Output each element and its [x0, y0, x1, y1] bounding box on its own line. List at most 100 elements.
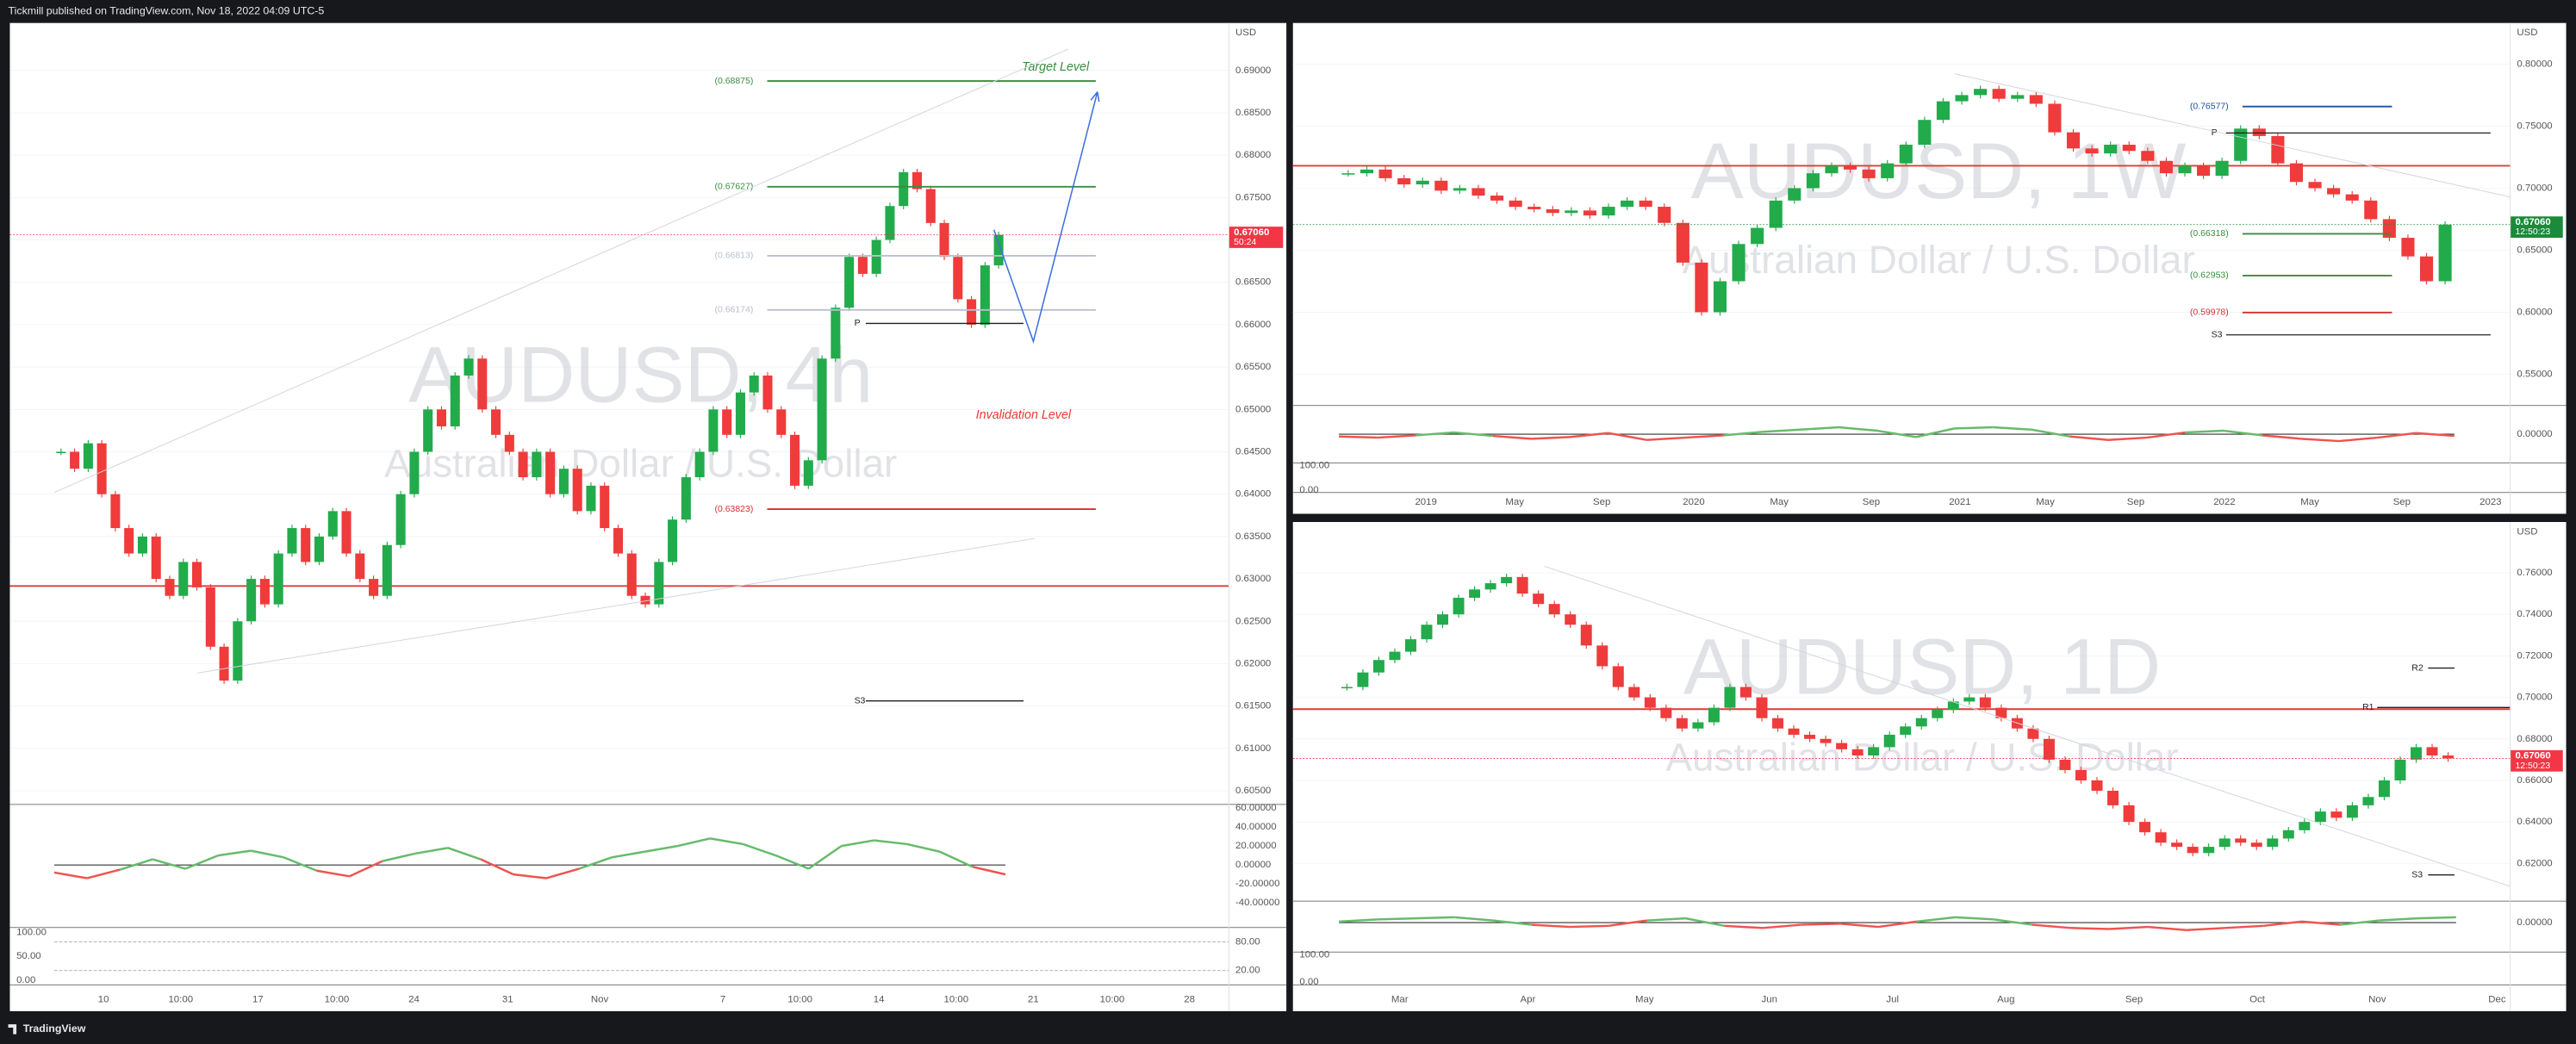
osc-segment [1339, 918, 1378, 923]
candle [1341, 687, 1353, 689]
candle [1936, 101, 1951, 121]
stoch-tick-label: 50.00 [16, 951, 41, 961]
candle [273, 553, 283, 605]
candle [980, 265, 990, 325]
candle [2091, 780, 2103, 792]
osc-tick-label: 20.00000 [1235, 841, 1277, 851]
candle [2122, 145, 2136, 152]
candle [233, 621, 243, 681]
stoch-band-label: 80.00 [1235, 936, 1260, 947]
time-label: 28 [1184, 995, 1195, 1005]
trend-channel [1955, 73, 2511, 198]
osc-segment [2107, 436, 2147, 441]
candle [953, 257, 963, 300]
osc-segment [1915, 427, 1955, 438]
pivot-label: P [855, 319, 861, 328]
candle [259, 579, 270, 605]
candle [1660, 707, 1672, 718]
candle [1963, 697, 1976, 702]
price-tick-label: 0.72000 [2517, 650, 2552, 661]
time-label: Sep [2393, 497, 2411, 507]
candle [1955, 95, 1969, 102]
brand-logo [8, 1024, 17, 1035]
candle [640, 595, 650, 605]
osc-segment [1762, 923, 1801, 929]
candle [654, 562, 664, 605]
price-tick-label: 0.62000 [1235, 658, 1271, 668]
candle [749, 375, 759, 393]
candle [1751, 227, 1764, 245]
osc-segment [578, 856, 613, 870]
symbol-description: Australian Dollar / U.S. Dollar [1683, 238, 2195, 282]
candle [1974, 89, 1988, 96]
candle [1724, 687, 1736, 708]
candle [844, 257, 855, 308]
level-label: (0.63823) [714, 505, 753, 514]
candle [464, 358, 474, 376]
countdown: 12:50:23 [2515, 761, 2550, 771]
candle [586, 485, 596, 512]
time-label: Dec [2488, 995, 2506, 1005]
osc-segment [939, 850, 974, 868]
currency-label: USD [1235, 28, 1256, 38]
candle [2029, 95, 2043, 104]
candle [96, 443, 107, 494]
candle [2027, 728, 2039, 739]
time-label: 2023 [2480, 497, 2501, 507]
candle [1621, 200, 1634, 208]
time-label: May [1770, 497, 1789, 507]
candle [1341, 173, 1355, 175]
osc-segment [2340, 919, 2380, 926]
price-tick-label: 0.60000 [2517, 308, 2552, 318]
candle [1612, 666, 1624, 687]
osc-segment [1339, 435, 1378, 439]
price-tick-label: 0.64500 [1235, 447, 1271, 457]
time-label: Sep [2127, 497, 2144, 507]
candle [1639, 200, 1652, 208]
candle [1453, 188, 1466, 191]
candle [2011, 95, 2025, 99]
level-label: (0.62953) [2190, 271, 2229, 281]
candle [1469, 589, 1481, 598]
time-label: 2021 [1949, 497, 1970, 507]
candle [1378, 169, 1392, 178]
time-label: 2019 [1415, 497, 1436, 507]
time-label: 24 [408, 995, 420, 1005]
pivot-label: P [2212, 128, 2218, 138]
candle [817, 358, 827, 461]
candle [477, 358, 488, 410]
price-tick-label: 0.62000 [2517, 858, 2552, 868]
time-label: Apr [1521, 995, 1536, 1005]
candle [2345, 194, 2359, 201]
price-tick-label: 0.60500 [1235, 786, 1271, 796]
chart-panel [1292, 522, 2567, 1011]
osc-segment [906, 842, 941, 853]
osc-segment [710, 837, 744, 846]
osc-segment [644, 844, 678, 853]
time-label: 17 [252, 995, 264, 1005]
stoch-tick-label: 100.00 [1299, 949, 1329, 960]
osc-segment [86, 868, 121, 879]
osc-tick-label: 60.00000 [1235, 803, 1277, 813]
candle [1434, 180, 1448, 191]
candle [83, 443, 93, 469]
time-label: Jul [1886, 995, 1899, 1005]
candle [1851, 749, 1864, 756]
time-label: May [1635, 995, 1654, 1005]
candle [2426, 747, 2438, 756]
projection-arrow [992, 91, 1098, 344]
level-label: (0.67627) [714, 183, 753, 192]
candle [885, 206, 895, 240]
candle [2308, 182, 2322, 189]
candle [1421, 625, 1433, 640]
candle [2075, 769, 2087, 780]
osc-segment [743, 842, 776, 857]
candle [2171, 842, 2183, 848]
osc-segment [2031, 428, 2070, 438]
last-price-box [2510, 216, 2563, 239]
time-label: Nov [591, 995, 609, 1005]
candle [151, 536, 161, 580]
candle [790, 434, 800, 486]
pivot-label: S3 [855, 696, 866, 705]
price-tick-label: 0.55000 [2517, 370, 2552, 380]
